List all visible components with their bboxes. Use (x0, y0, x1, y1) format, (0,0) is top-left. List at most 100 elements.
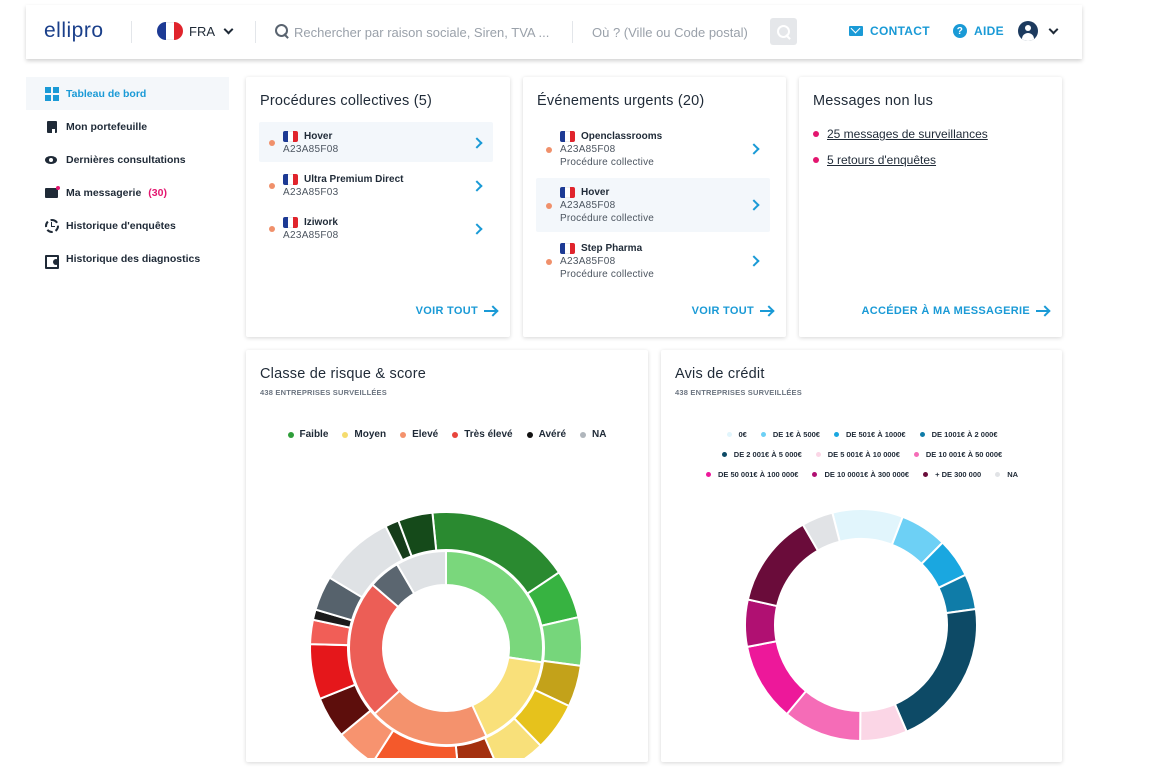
legend-label: Faible (299, 429, 329, 440)
legend-label: DE 1001€ À 2 000€ (931, 429, 998, 439)
messaging-link-label: ACCÉDER À MA MESSAGERIE (861, 305, 1030, 317)
france-flag-icon (283, 217, 298, 228)
search-icon (275, 24, 289, 38)
company-id: A23A85F08 (560, 144, 616, 155)
list-item[interactable]: Step Pharma A23A85F08 Procédure collecti… (536, 234, 770, 288)
message-label: 25 messages de surveillances (827, 127, 988, 141)
search-button[interactable] (770, 18, 797, 45)
contact-link[interactable]: CONTACT (849, 24, 930, 38)
see-all-label: VOIR TOUT (415, 305, 478, 317)
sidebar-item-recent[interactable]: Dernières consultations (26, 143, 229, 176)
list-item[interactable]: Hover A23A85F08 Procédure collective (536, 178, 770, 232)
credit-slice-1[interactable] (831, 510, 905, 547)
ellipro-logo[interactable]: ellipro (44, 19, 104, 43)
sidebar-item-label: Historique d'enquêtes (66, 219, 176, 232)
france-flag-icon (157, 22, 183, 40)
divider (255, 21, 256, 43)
user-menu[interactable] (1018, 21, 1059, 41)
legend-item: DE 5 001€ À 10 000€ (815, 444, 900, 464)
company-name: Iziwork (304, 217, 338, 228)
company-name: Step Pharma (581, 243, 643, 254)
sidebar-item-messages[interactable]: Ma messagerie (30) (26, 176, 229, 209)
legend-item: Très élevé (452, 429, 513, 440)
legend-label: DE 501€ À 1000€ (845, 429, 906, 439)
legend-swatch (721, 451, 727, 457)
status-dot (546, 259, 552, 265)
arrow-right-icon (484, 310, 496, 312)
card-title: Avis de crédit (675, 366, 765, 382)
bookmark-icon (45, 120, 59, 134)
card-title: Classe de risque & score (260, 366, 426, 382)
legend-swatch (995, 471, 1001, 477)
legend-label: DE 1€ À 500€ (772, 429, 820, 439)
bullet-dot (813, 157, 819, 163)
list-item[interactable]: Hover A23A85F08 (259, 122, 493, 162)
legend-swatch (833, 431, 839, 437)
location-input[interactable] (592, 20, 772, 44)
status-dot (269, 140, 275, 146)
sidebar-item-diagnostics[interactable]: Historique des diagnostics (26, 242, 229, 275)
see-all-procedures-link[interactable]: VOIR TOUT (416, 305, 496, 317)
company-id: A23A85F08 (283, 230, 339, 241)
unread-messages-card: Messages non lus 25 messages de surveill… (799, 77, 1062, 337)
credit-slice-11[interactable] (801, 511, 841, 552)
surveillance-messages-link[interactable]: 25 messages de surveillances (813, 127, 988, 141)
legend-swatch (815, 451, 821, 457)
legend-swatch (400, 431, 407, 438)
country-selector[interactable]: FRA (157, 22, 234, 40)
legend-item: Faible (287, 429, 329, 440)
legend-swatch (342, 431, 349, 438)
list-item[interactable]: Iziwork A23A85F08 (259, 208, 493, 248)
credit-slice-5[interactable] (893, 607, 978, 733)
legend-label: Très élevé (464, 429, 513, 440)
card-title: Événements urgents (20) (537, 93, 705, 109)
eye-icon (45, 153, 59, 167)
procedures-card: Procédures collectives (5) Hover A23A85F… (246, 77, 510, 337)
list-item[interactable]: Openclassrooms A23A85F08 Procédure colle… (536, 122, 770, 176)
arrow-right-icon (1036, 310, 1048, 312)
credit-slice-9[interactable] (744, 598, 779, 649)
card-title: Procédures collectives (5) (260, 93, 433, 109)
card-subtitle: 438 ENTREPRISES SURVEILLÉES (675, 388, 802, 397)
list-item[interactable]: Ultra Premium Direct A23A85F03 (259, 165, 493, 205)
chevron-down-icon (223, 24, 234, 34)
survey-returns-link[interactable]: 5 retours d'enquêtes (813, 153, 936, 167)
legend-item: DE 50 001€ À 100 000€ (705, 464, 799, 484)
legend-swatch (812, 471, 818, 477)
mail-icon (45, 185, 60, 200)
help-link[interactable]: ? AIDE (953, 24, 1004, 38)
status-dot (269, 226, 275, 232)
sidebar-item-surveys[interactable]: Historique d'enquêtes (26, 209, 229, 242)
event-type: Procédure collective (560, 269, 655, 280)
legend-label: 0€ (738, 429, 747, 439)
sidebar-item-dashboard[interactable]: Tableau de bord (26, 77, 229, 110)
legend-item: NA (580, 429, 606, 440)
risk-inner-slice-6[interactable] (395, 549, 447, 595)
go-to-messaging-link[interactable]: ACCÉDER À MA MESSAGERIE (862, 305, 1048, 317)
france-flag-icon (283, 174, 298, 185)
legend-swatch (705, 471, 711, 477)
company-search-input[interactable] (294, 20, 556, 44)
company-name: Hover (581, 187, 610, 198)
legend-item: Avéré (526, 429, 566, 440)
see-all-events-link[interactable]: VOIR TOUT (692, 305, 772, 317)
legend-swatch (919, 431, 925, 437)
france-flag-icon (283, 131, 298, 142)
legend-swatch (287, 431, 294, 438)
sidebar-item-label: Ma messagerie (66, 186, 142, 199)
legend-swatch (923, 471, 929, 477)
credit-slice-10[interactable] (746, 523, 820, 608)
sidebar-item-portfolio[interactable]: Mon portefeuille (26, 110, 229, 143)
france-flag-icon (560, 243, 575, 254)
risk-outer-slice-3[interactable] (540, 615, 583, 667)
legend-label: DE 50 001€ À 100 000€ (717, 469, 799, 479)
envelope-icon (849, 26, 863, 36)
credit-slice-8[interactable] (745, 640, 808, 716)
sidebar-item-label: Mon portefeuille (66, 120, 148, 133)
legend-label: DE 10 0001€ À 300 000€ (824, 469, 910, 479)
legend-item: 0€ (726, 424, 747, 444)
help-icon: ? (953, 24, 967, 38)
event-type: Procédure collective (560, 157, 655, 168)
legend-label: NA (592, 429, 607, 440)
message-label: 5 retours d'enquêtes (827, 153, 937, 167)
